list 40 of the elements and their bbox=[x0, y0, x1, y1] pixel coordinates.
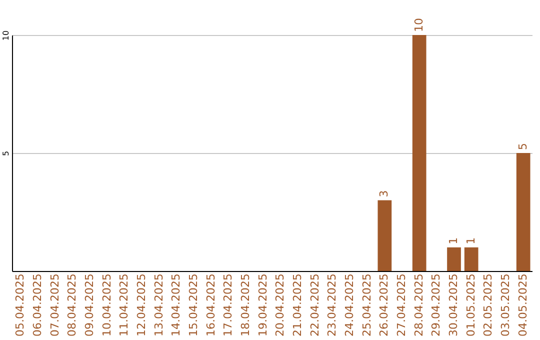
x-tick-label: 16.04.2025 bbox=[204, 274, 218, 336]
bar bbox=[412, 35, 426, 271]
x-tick-label: 05.04.2025 bbox=[14, 274, 27, 336]
data-label: 1 bbox=[464, 237, 478, 244]
bar bbox=[516, 153, 530, 271]
x-tick-label: 22.04.2025 bbox=[308, 274, 322, 336]
x-tick-label: 08.04.2025 bbox=[66, 274, 79, 336]
data-label: 1 bbox=[447, 237, 460, 244]
x-tick-label: 29.04.2025 bbox=[430, 274, 443, 336]
x-tick-label: 18.04.2025 bbox=[239, 274, 252, 336]
x-tick-label: 11.04.2025 bbox=[118, 274, 131, 336]
x-tick-label: 19.04.2025 bbox=[256, 274, 270, 336]
x-tick-label: 14.04.2025 bbox=[170, 274, 183, 336]
x-tick-label: 15.04.2025 bbox=[187, 274, 200, 336]
x-tick-label: 24.04.2025 bbox=[343, 274, 356, 336]
x-tick-label: 20.04.2025 bbox=[274, 274, 287, 336]
x-tick-label: 13.04.2025 bbox=[152, 274, 166, 336]
x-tick-label: 27.04.2025 bbox=[395, 274, 408, 336]
x-tick-label: 28.04.2025 bbox=[412, 274, 426, 336]
data-label: 10 bbox=[412, 18, 426, 32]
x-tick-label: 10.04.2025 bbox=[100, 274, 114, 336]
x-tick-label: 01.05.2025 bbox=[464, 274, 478, 336]
data-label: 5 bbox=[516, 143, 530, 150]
bar bbox=[378, 200, 392, 271]
x-tick-label: 03.05.2025 bbox=[499, 274, 512, 336]
bar bbox=[447, 247, 461, 271]
x-tick-label: 04.05.2025 bbox=[516, 274, 530, 336]
x-tick-label: 23.04.2025 bbox=[326, 274, 339, 336]
x-tick-label: 06.04.2025 bbox=[31, 274, 44, 336]
data-label: 3 bbox=[378, 190, 391, 198]
x-tick-label: 09.04.2025 bbox=[83, 274, 96, 336]
x-tick-label: 07.04.2025 bbox=[48, 274, 62, 336]
x-tick-label: 26.04.2025 bbox=[378, 274, 391, 336]
x-tick-label: 12.04.2025 bbox=[135, 274, 148, 336]
x-tick-label: 21.04.2025 bbox=[291, 274, 304, 336]
x-tick-label: 17.04.2025 bbox=[222, 274, 235, 336]
x-tick-label: 25.04.2025 bbox=[360, 274, 374, 336]
bar bbox=[464, 247, 478, 271]
x-tick-label: 02.05.2025 bbox=[482, 274, 495, 336]
x-tick-label: 30.04.2025 bbox=[447, 274, 460, 336]
